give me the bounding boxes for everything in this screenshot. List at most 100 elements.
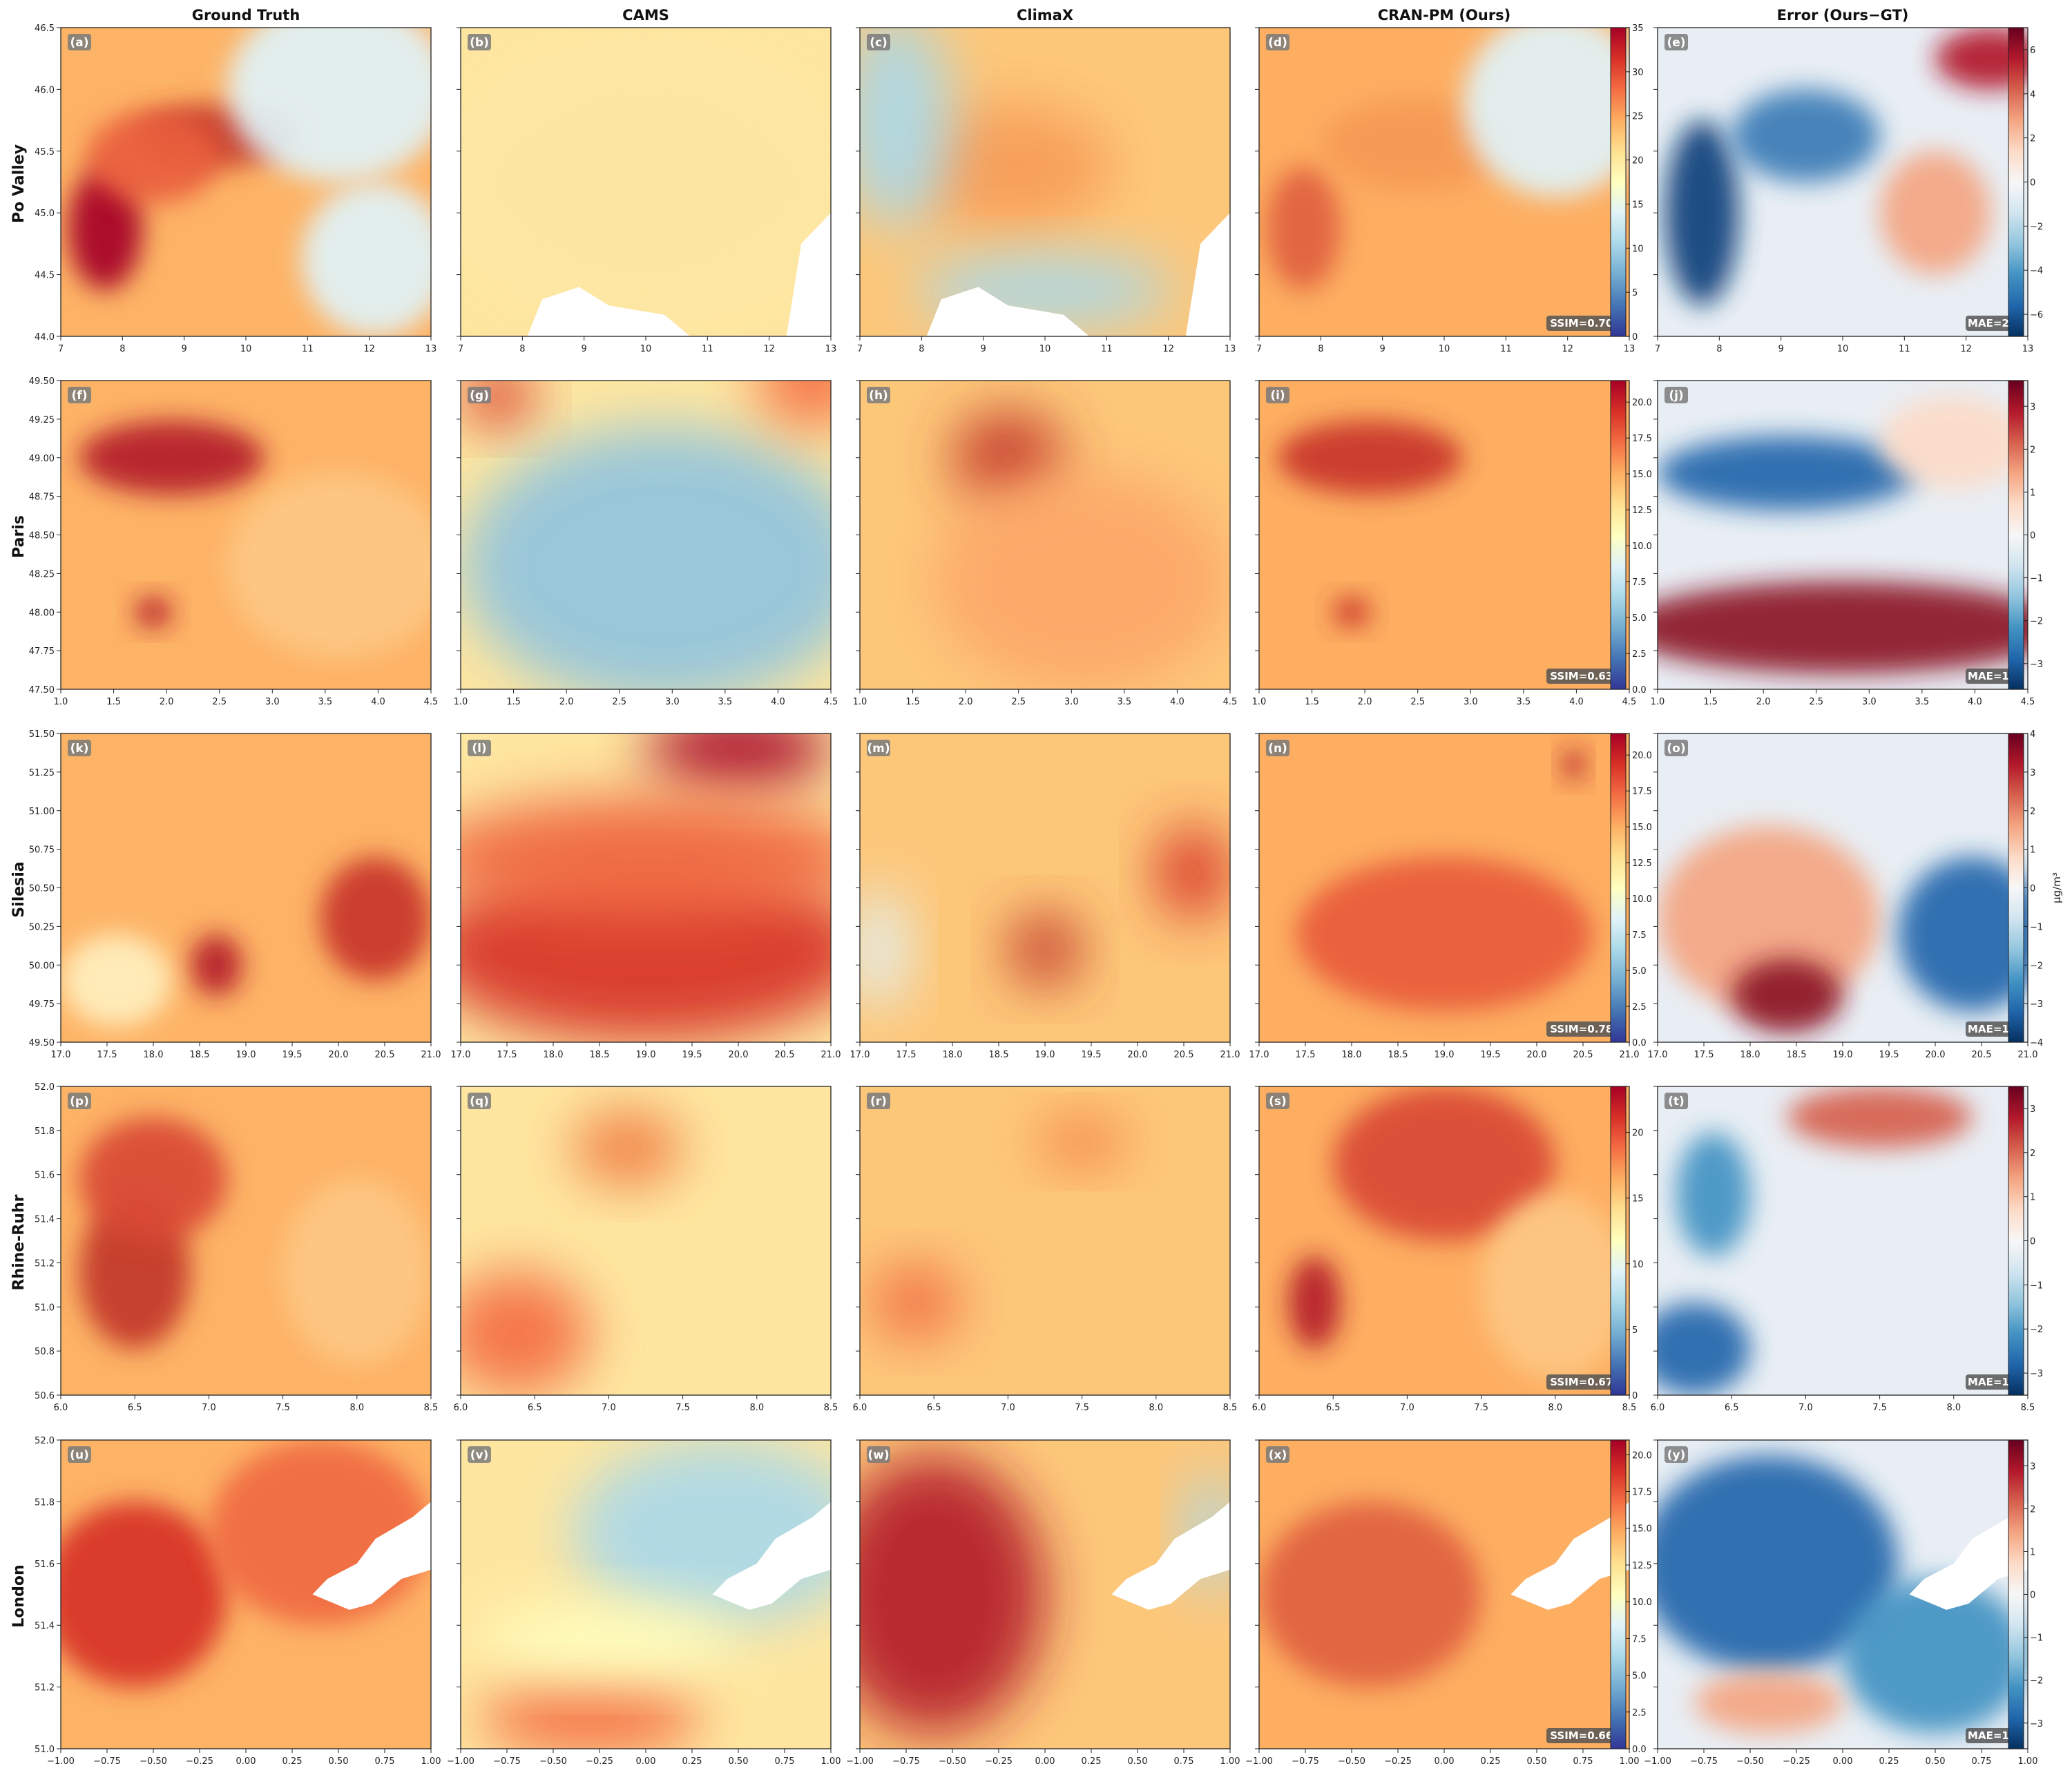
panel-label: (t)	[1668, 1095, 1685, 1109]
x-tick-label: 17.0	[451, 1050, 471, 1060]
field-pattern	[1658, 826, 2028, 1033]
col-title-error: Error (Ours−GT)	[1776, 7, 1909, 23]
y-tick-label: 51.8	[35, 1497, 55, 1508]
panel-m: (m) 17.0 17.5 18.0 18.5 19.0 19.5 20.0 20.5 21.0	[850, 733, 1240, 1060]
ssim-label: SSIM=0.785	[1550, 1023, 1620, 1035]
ssim-badge	[1546, 316, 1624, 331]
x-tick-label: 17.0	[51, 1050, 71, 1060]
colorbar-gradient	[2008, 1439, 2024, 1749]
colorbar-tick-label: 0	[2030, 178, 2035, 189]
x-tick-label: −0.50	[939, 1756, 966, 1767]
panel-label: (v)	[470, 1448, 489, 1462]
panel-label-badge	[1266, 740, 1289, 756]
mae-label: MAE=1.6	[1968, 670, 2020, 682]
x-tick-label: 3.0	[665, 697, 680, 707]
panel-r: (r) 6.0 6.5 7.0 7.5 8.0 8.5	[853, 1086, 1237, 1413]
x-tick-label: 20.0	[1926, 1050, 1946, 1060]
x-tick-label: 10	[240, 344, 252, 354]
colorbar-gradient	[2008, 27, 2024, 337]
x-tick-label: −0.50	[1736, 1756, 1764, 1767]
x-tick-label: 8	[519, 344, 525, 354]
panel-label: (b)	[470, 36, 489, 50]
panel-label-badge	[68, 1446, 91, 1463]
x-tick-label: 6.0	[1651, 1403, 1665, 1413]
panel-p: (p) 6.0 6.5 7.0 7.5 8.0 8.5 52.0 51.8 51.6 51.4 51.…	[35, 1082, 438, 1413]
panel-label-badge	[468, 1446, 491, 1463]
field-pattern	[1266, 28, 1629, 290]
x-tick-label: 13	[2022, 344, 2034, 354]
x-tick-label: 18.5	[190, 1050, 210, 1060]
colorbar-gradient	[1610, 27, 1627, 337]
x-tick-label: 11	[1500, 344, 1512, 354]
y-tick-label: 50.6	[35, 1391, 55, 1401]
x-tick-label: 20.0	[1527, 1050, 1547, 1060]
x-tick-label: 20.5	[1174, 1050, 1194, 1060]
panel-o: (o)MAE=1.417.0 17.5 18.0 18.5 19.0 19.5 20.0 20…	[1648, 733, 2037, 1060]
field-pattern	[934, 411, 1230, 689]
panel-label: (q)	[470, 1095, 489, 1109]
x-tick-label: −0.75	[93, 1756, 121, 1767]
field-pattern	[461, 381, 831, 689]
y-tick-label: 44.0	[35, 332, 55, 343]
panel-label-badge	[1665, 740, 1688, 756]
colorbar-tick-label: 1	[2030, 488, 2035, 498]
mae-label: MAE=2.4	[1968, 317, 2020, 329]
y-tick-label: 51.00	[29, 807, 55, 817]
x-tick-label: 1.5	[1305, 697, 1319, 707]
x-tick-label: 9	[582, 344, 587, 354]
x-tick-label: 10	[1837, 344, 1849, 354]
x-tick-label: 3.0	[1862, 697, 1877, 707]
x-tick-label: 0.25	[682, 1756, 702, 1767]
colorbar-tick-label: 7.5	[1632, 577, 1647, 588]
panel-label: (k)	[70, 742, 89, 756]
colorbar-units-label: μg/m³	[2051, 872, 2063, 903]
colorbar-tick-label: 4	[2030, 729, 2035, 740]
x-tick-label: 0.75	[1174, 1756, 1194, 1767]
x-tick-label: 18.5	[1787, 1050, 1807, 1060]
x-tick-label: 20.5	[775, 1050, 795, 1060]
x-tick-label: 9	[182, 344, 187, 354]
colorbar-tick-label: 0	[2030, 1237, 2035, 1247]
field-pattern	[1665, 28, 2028, 306]
x-tick-label: 7	[58, 344, 64, 354]
colorbar-tick-label: −3	[2030, 1369, 2043, 1379]
x-tick-label: 3.5	[1117, 697, 1132, 707]
colorbar-tick-label: 5	[1632, 288, 1638, 298]
colorbar-tick-label: 15.0	[1632, 823, 1652, 833]
colorbar-tick-label: −4	[2030, 266, 2043, 276]
x-tick-label: 20.0	[329, 1050, 349, 1060]
x-tick-label: 7.0	[202, 1403, 216, 1413]
x-tick-label: 12	[1960, 344, 1972, 354]
x-tick-label: 6.5	[1725, 1403, 1739, 1413]
x-tick-label: −0.25	[586, 1756, 613, 1767]
x-tick-label: 17.5	[497, 1050, 517, 1060]
colorbar-tick-label: 5.0	[1632, 613, 1647, 624]
colorbar-tick-label: 20.0	[1632, 751, 1652, 761]
panel-label: (d)	[1268, 36, 1287, 50]
field-pattern	[461, 733, 831, 1042]
x-tick-label: 0.00	[236, 1756, 256, 1767]
y-tick-label: 51.6	[35, 1560, 55, 1570]
panel-label: (j)	[1669, 389, 1683, 403]
pred-colorbar: 20 15 10 5 0	[1610, 1086, 1644, 1401]
panel-u: (u) −1.00 −0.75 −0.50 −0.25 0.00 0.25 0.50 0.75 1…	[35, 1436, 441, 1767]
x-tick-label: 4.5	[1622, 697, 1637, 707]
x-tick-label: 20.0	[729, 1050, 749, 1060]
colorbar-tick-label: −1	[2030, 574, 2043, 584]
y-tick-label: 44.5	[35, 271, 55, 281]
x-tick-label: 1.00	[2018, 1756, 2038, 1767]
panel-n: (n) SSIM=0.785 17.0 17.5 18.0 18.5 19.0 19.5 20.…	[1249, 733, 1639, 1060]
x-tick-label: 0.00	[1833, 1756, 1853, 1767]
colorbar-tick-label: 3	[2030, 1461, 2035, 1472]
y-tick-label: 51.2	[35, 1258, 55, 1269]
y-tick-label: 51.8	[35, 1126, 55, 1137]
field-pattern	[871, 1117, 1126, 1340]
colorbar-tick-label: 12.5	[1632, 1561, 1652, 1571]
field-pattern	[1288, 1086, 1629, 1380]
error-colorbar: 4 3 2 1 0 −1 −2 −3 −4 μg/m³	[2008, 729, 2063, 1048]
y-tick-label: 46.0	[35, 85, 55, 95]
error-colorbar: 6 4 2 0 −2 −4 −6	[2008, 27, 2043, 337]
panel-label: (p)	[70, 1095, 89, 1109]
x-tick-label: 12	[1162, 344, 1174, 354]
x-tick-label: 4.5	[824, 697, 838, 707]
